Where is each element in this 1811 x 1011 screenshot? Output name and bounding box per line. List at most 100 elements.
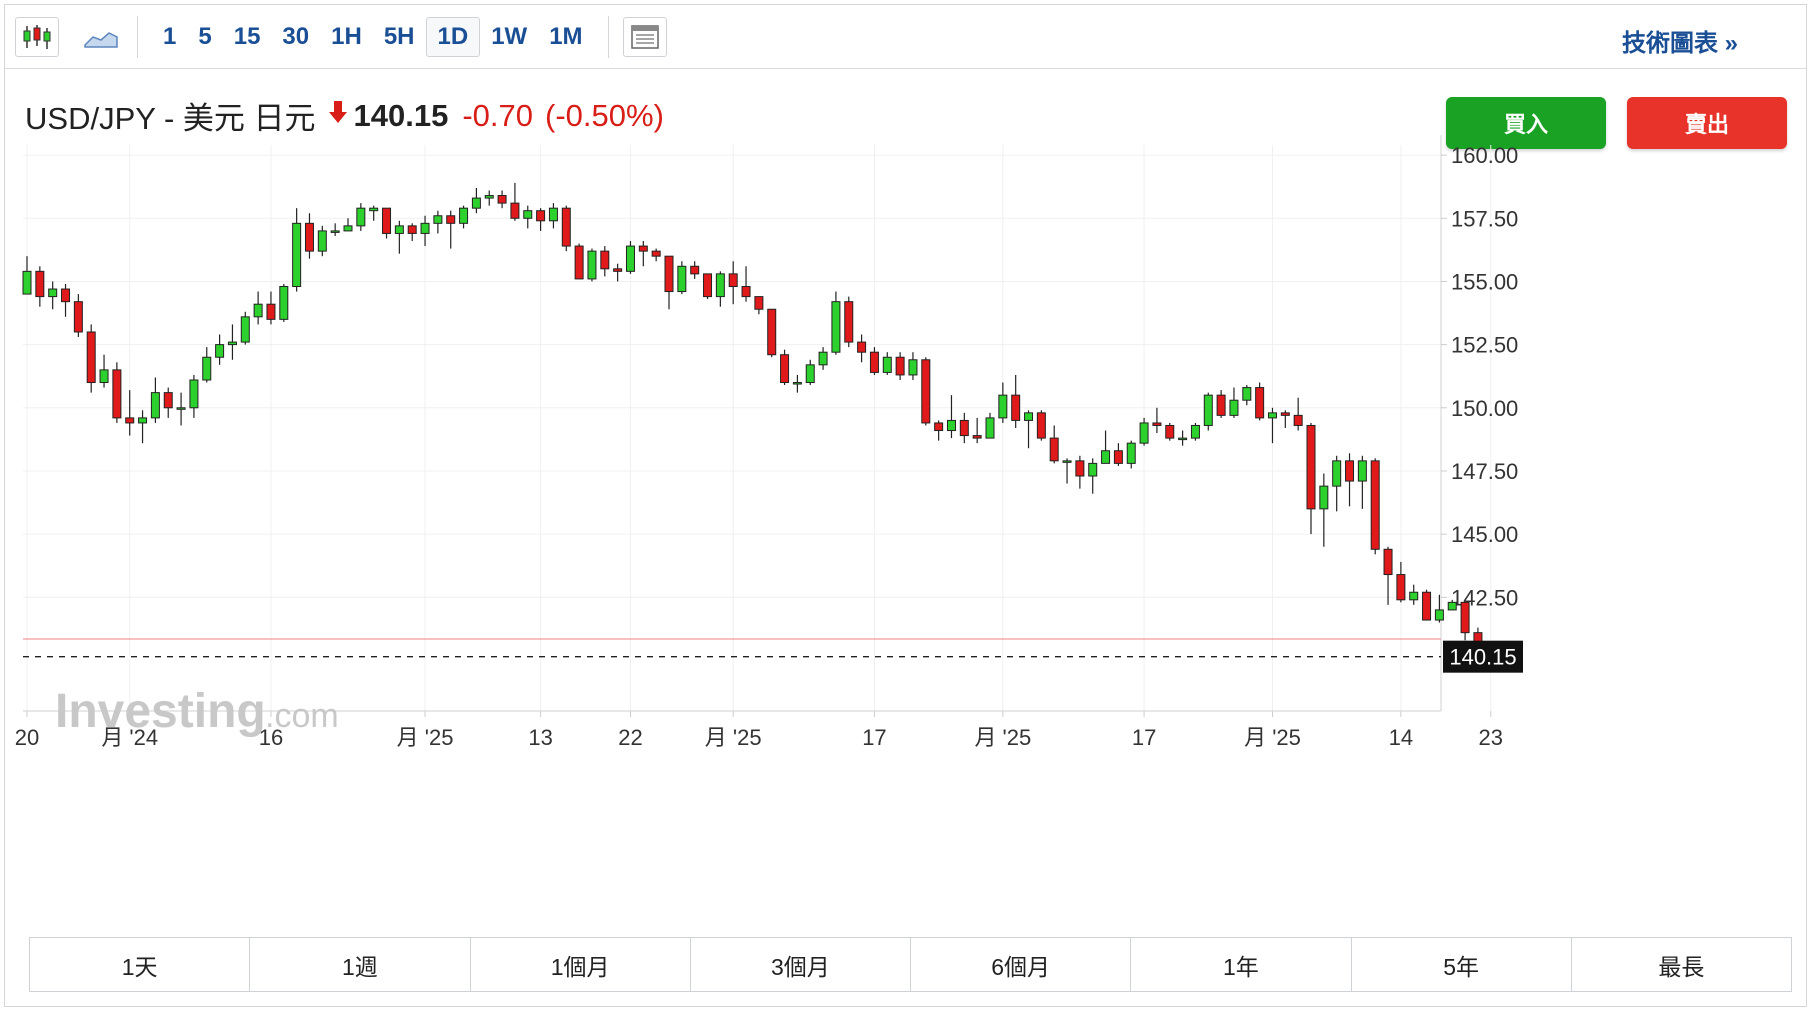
- timeframe-5h[interactable]: 5H: [383, 22, 415, 50]
- candle-body: [728, 273, 738, 287]
- watermark-brand: Investing: [55, 685, 266, 738]
- candle: [1101, 430, 1111, 464]
- candle-body: [587, 250, 597, 280]
- candle: [138, 410, 148, 444]
- candle-body: [253, 303, 263, 318]
- candle: [664, 255, 674, 310]
- candle: [1434, 594, 1444, 623]
- candle: [651, 248, 661, 262]
- candle: [625, 241, 635, 274]
- candlestick-icon[interactable]: [15, 16, 59, 57]
- y-tick-label: 150.00: [1451, 396, 1518, 421]
- candle-body: [715, 273, 725, 298]
- range-button[interactable]: 3個月: [691, 938, 911, 991]
- candle-body: [35, 270, 45, 298]
- candle-body: [1447, 601, 1457, 611]
- candle: [292, 208, 302, 292]
- chart-toolbar: 1 5 15 30 1H 5H 1D 1W 1M 技術圖表 »: [5, 5, 1806, 69]
- candle: [1293, 397, 1303, 431]
- timeframe-5[interactable]: 5: [198, 22, 212, 50]
- timeframe-1w[interactable]: 1W: [491, 22, 528, 50]
- timeframe-30[interactable]: 30: [282, 22, 310, 50]
- candle: [1319, 473, 1329, 547]
- candle-body: [125, 417, 135, 424]
- range-button[interactable]: 5年: [1352, 938, 1572, 991]
- candle-body: [1178, 437, 1188, 441]
- range-button[interactable]: 1個月: [471, 938, 691, 991]
- candle-body: [1062, 460, 1072, 463]
- advanced-chart-link[interactable]: 技術圖表 »: [1621, 30, 1738, 57]
- toolbar-divider: [607, 15, 609, 58]
- candle: [22, 256, 32, 295]
- candle: [921, 357, 931, 426]
- candle: [1357, 455, 1367, 509]
- layout-icon[interactable]: [622, 16, 667, 57]
- range-selector: 1天 1週 1個月 3個月 6個月 1年 5年 最長: [29, 937, 1792, 992]
- x-tick-label: 13: [528, 725, 552, 750]
- timeframe-1m[interactable]: 1M: [549, 22, 583, 50]
- candle: [690, 261, 700, 279]
- range-button[interactable]: 1週: [250, 938, 471, 991]
- range-button[interactable]: 6個月: [911, 938, 1132, 991]
- candle: [35, 266, 45, 307]
- candle-body: [227, 341, 237, 346]
- candle: [1306, 422, 1316, 535]
- timeframe-1d[interactable]: 1D: [425, 16, 481, 57]
- x-axis: 20 月 '24 16 月 '25 13 22 月 '25 17 月 '25 17 月 '25 14 2…: [15, 710, 1503, 750]
- candle: [99, 354, 109, 388]
- candle: [728, 261, 738, 305]
- candle: [1088, 458, 1098, 494]
- range-button[interactable]: 1年: [1131, 938, 1352, 991]
- sell-button[interactable]: 賣出: [1627, 97, 1787, 149]
- range-button[interactable]: 最長: [1658, 953, 1705, 980]
- candle: [561, 205, 571, 252]
- candle: [1396, 561, 1406, 603]
- candle: [1203, 392, 1213, 431]
- timeframe-15[interactable]: 15: [233, 22, 261, 50]
- candle: [536, 208, 546, 231]
- candle-body: [1357, 460, 1367, 482]
- candle: [587, 248, 597, 282]
- candle-body: [934, 422, 944, 432]
- candle-body: [356, 207, 366, 227]
- candle: [471, 187, 481, 214]
- candle-body: [1306, 424, 1316, 510]
- candle: [1370, 458, 1380, 555]
- candle-body: [1152, 422, 1162, 426]
- candle: [510, 182, 520, 221]
- area-chart-icon[interactable]: [79, 17, 123, 57]
- timeframe-1h[interactable]: 1H: [331, 22, 362, 50]
- candle-body: [1203, 394, 1213, 426]
- x-tick-label: 月 '25: [974, 725, 1031, 750]
- candle-body: [895, 356, 905, 376]
- candle-body: [382, 207, 392, 234]
- candle: [1190, 422, 1200, 441]
- candle: [1229, 387, 1239, 418]
- candle: [266, 291, 276, 325]
- instrument-header: USD/JPY - 美元 日元 140.15 -0.70 (-0.50%): [25, 93, 664, 138]
- candle: [484, 190, 494, 206]
- range-button[interactable]: 1天: [30, 938, 251, 991]
- timeframe-1[interactable]: 1: [163, 22, 177, 50]
- candle-body: [664, 255, 674, 293]
- candle: [869, 347, 879, 375]
- candle: [767, 308, 777, 358]
- candle-body: [908, 359, 918, 376]
- candle: [1422, 589, 1432, 621]
- x-tick-label: 17: [1132, 725, 1156, 750]
- candle-body: [1101, 450, 1111, 464]
- price-chart[interactable]: 20 月 '24 16 月 '25 13 22 月 '25 17 月 '25 17 月 '25 14 2…: [5, 5, 1806, 925]
- buy-button[interactable]: 買入: [1446, 97, 1606, 149]
- candle: [215, 334, 225, 365]
- candle: [189, 374, 199, 418]
- candle: [1036, 410, 1046, 441]
- candle: [73, 294, 83, 338]
- candle-body: [150, 392, 160, 419]
- candle: [523, 205, 533, 229]
- candle-body: [1113, 450, 1123, 464]
- candle: [86, 324, 96, 393]
- candle: [394, 220, 404, 254]
- candle: [985, 412, 995, 439]
- candle: [1267, 407, 1277, 444]
- candle: [227, 324, 237, 360]
